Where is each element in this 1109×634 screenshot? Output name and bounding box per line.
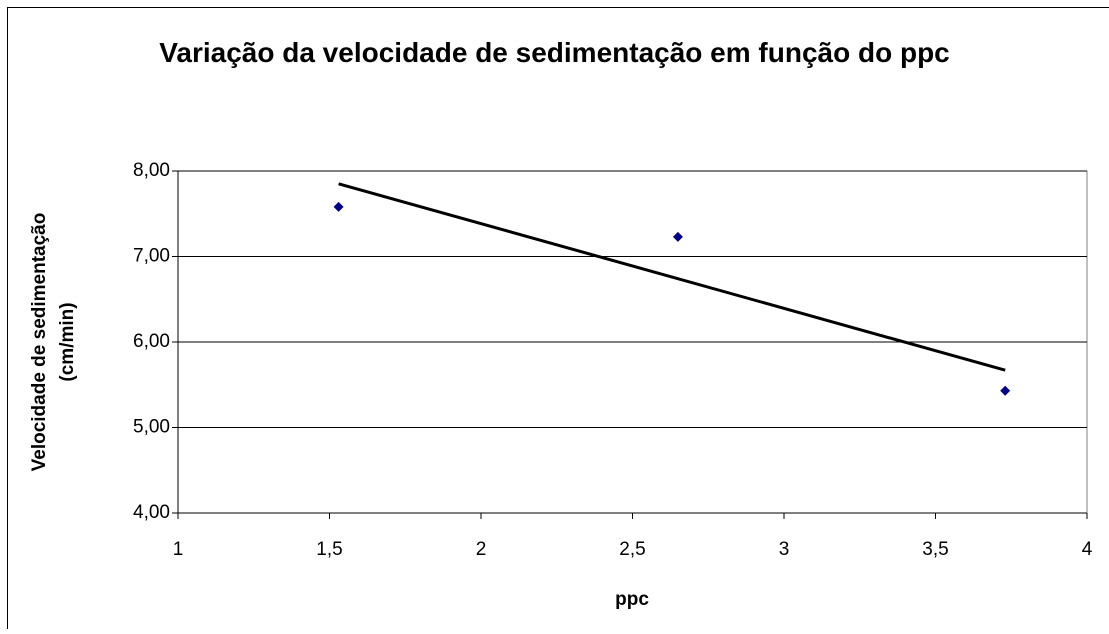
x-tick-label: 3,5: [922, 539, 948, 560]
x-tick-label: 1,5: [316, 539, 342, 560]
x-axis-label: ppc: [615, 589, 649, 610]
y-tick-label: 8,00: [133, 160, 170, 181]
y-axis-label-line: Velocidade de sedimentação: [29, 213, 50, 472]
x-tick-label: 1: [173, 539, 184, 560]
title-box: Variação da velocidade de sedimentação e…: [0, 32, 1109, 132]
y-tick-label: 4,00: [133, 502, 170, 523]
chart-title: Variação da velocidade de sedimentação e…: [115, 32, 995, 74]
y-axis-label-line: (cm/min): [57, 302, 78, 381]
y-tick-label: 6,00: [133, 331, 170, 352]
y-tick-label: 5,00: [133, 417, 170, 438]
y-tick-label: 7,00: [133, 246, 170, 267]
x-tick-label: 2: [476, 539, 487, 560]
x-tick-label: 2,5: [619, 539, 645, 560]
x-tick-label: 3: [779, 539, 790, 560]
x-tick-label: 4: [1082, 539, 1093, 560]
